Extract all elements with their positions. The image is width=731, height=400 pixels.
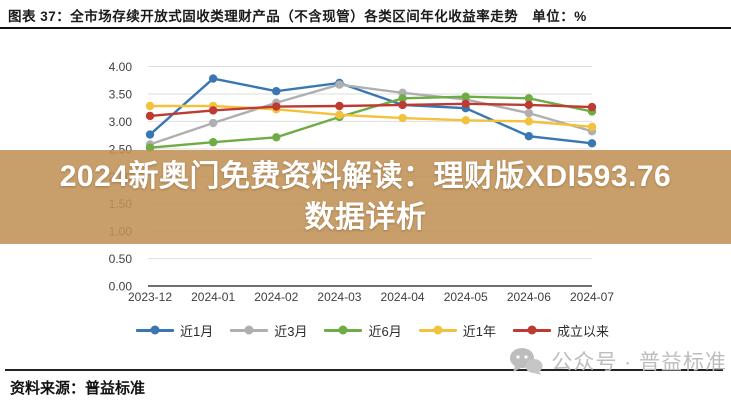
- legend-item-近1月[interactable]: 近1月: [136, 321, 213, 340]
- data-point: [587, 122, 597, 132]
- x-tick-label: 2024-05: [444, 290, 488, 304]
- data-point: [335, 80, 344, 89]
- x-tick-label: 2024-07: [570, 290, 614, 304]
- data-point: [272, 102, 281, 111]
- legend-marker-dot: [433, 325, 443, 335]
- data-point: [208, 118, 218, 128]
- data-point: [524, 131, 534, 141]
- promo-banner-line2: 数据详析: [304, 201, 427, 234]
- data-point: [398, 113, 407, 123]
- data-point: [145, 101, 155, 111]
- legend-item-近1年[interactable]: 近1年: [418, 321, 496, 340]
- legend-label: 近1月: [180, 323, 214, 339]
- legend-marker: [230, 325, 269, 335]
- data-point: [272, 86, 281, 96]
- legend-marker-dot: [338, 325, 348, 335]
- promo-banner[interactable]: 2024新奥门免费资料解读：理财版XDI593.76 数据详析: [0, 150, 731, 244]
- y-tick-label: 3.00: [109, 115, 133, 129]
- series-line-成立以来: [149, 102, 593, 118]
- data-point: [587, 139, 597, 148]
- x-tick-label: 2024-06: [507, 290, 551, 304]
- data-point: [208, 138, 218, 147]
- legend-marker: [418, 325, 457, 335]
- series-line-近1月: [149, 77, 593, 145]
- x-tick-label: 2023-12: [128, 290, 172, 304]
- y-tick-label: 0.00: [109, 280, 133, 294]
- data-point: [461, 116, 470, 125]
- legend-label: 近3月: [274, 323, 308, 339]
- data-point: [461, 92, 470, 101]
- x-tick-label: 2024-02: [254, 290, 298, 304]
- data-point: [524, 108, 534, 118]
- data-point: [524, 100, 534, 110]
- watermark: 公众号 · 普益标准: [509, 346, 727, 376]
- x-tick-label: 2024-01: [191, 290, 235, 304]
- footer-divider: [5, 369, 723, 371]
- series-line-近6月: [149, 95, 593, 149]
- series-line-近1年: [150, 104, 593, 129]
- legend-item-近6月[interactable]: 近6月: [324, 321, 402, 340]
- promo-banner-line1: 2024新奥门免费资料解读：理财版XDI593.76: [59, 160, 672, 193]
- chart-legend: 近1月 近3月 近6月 近1年 成立以来: [0, 318, 731, 342]
- x-tick-label: 2024-03: [317, 290, 361, 304]
- legend-marker-dot: [244, 325, 254, 335]
- legend-marker-dot: [150, 325, 160, 335]
- data-point: [208, 106, 218, 115]
- title-divider: [0, 27, 731, 29]
- legend-label: 近6月: [368, 323, 402, 339]
- data-point: [587, 102, 597, 112]
- y-tick-label: 4.00: [109, 60, 133, 74]
- watermark-text: 公众号 · 普益标准: [551, 351, 727, 374]
- data-point: [335, 110, 344, 119]
- data-point: [145, 111, 155, 121]
- data-point: [145, 130, 155, 139]
- data-point: [524, 117, 534, 126]
- data-point: [335, 101, 344, 111]
- data-point: [272, 133, 281, 142]
- data-point: [145, 143, 155, 152]
- legend-marker: [512, 325, 551, 335]
- legend-marker-dot: [527, 325, 537, 335]
- data-point: [398, 94, 407, 103]
- wechat-icon: [510, 348, 543, 375]
- legend-item-近3月[interactable]: 近3月: [230, 321, 307, 340]
- data-point: [208, 74, 218, 83]
- x-tick-label: 2024-04: [381, 290, 425, 304]
- data-point: [398, 100, 407, 110]
- data-point: [461, 99, 470, 109]
- series-line-近3月: [149, 83, 593, 146]
- legend-label: 成立以来: [556, 323, 609, 339]
- source-text: 资料来源：普益标准: [10, 380, 146, 397]
- legend-item-成立以来[interactable]: 成立以来: [512, 321, 609, 340]
- y-tick-label: 3.50: [109, 87, 133, 101]
- legend-marker: [324, 325, 363, 335]
- legend-marker: [136, 325, 175, 335]
- chart-title: 图表 37：全市场存续开放式固收类理财产品（不含现管）各类区间年化收益率走势 单…: [8, 9, 587, 24]
- legend-label: 近1年: [462, 323, 496, 339]
- data-point: [524, 94, 534, 103]
- y-tick-label: 0.50: [109, 252, 133, 266]
